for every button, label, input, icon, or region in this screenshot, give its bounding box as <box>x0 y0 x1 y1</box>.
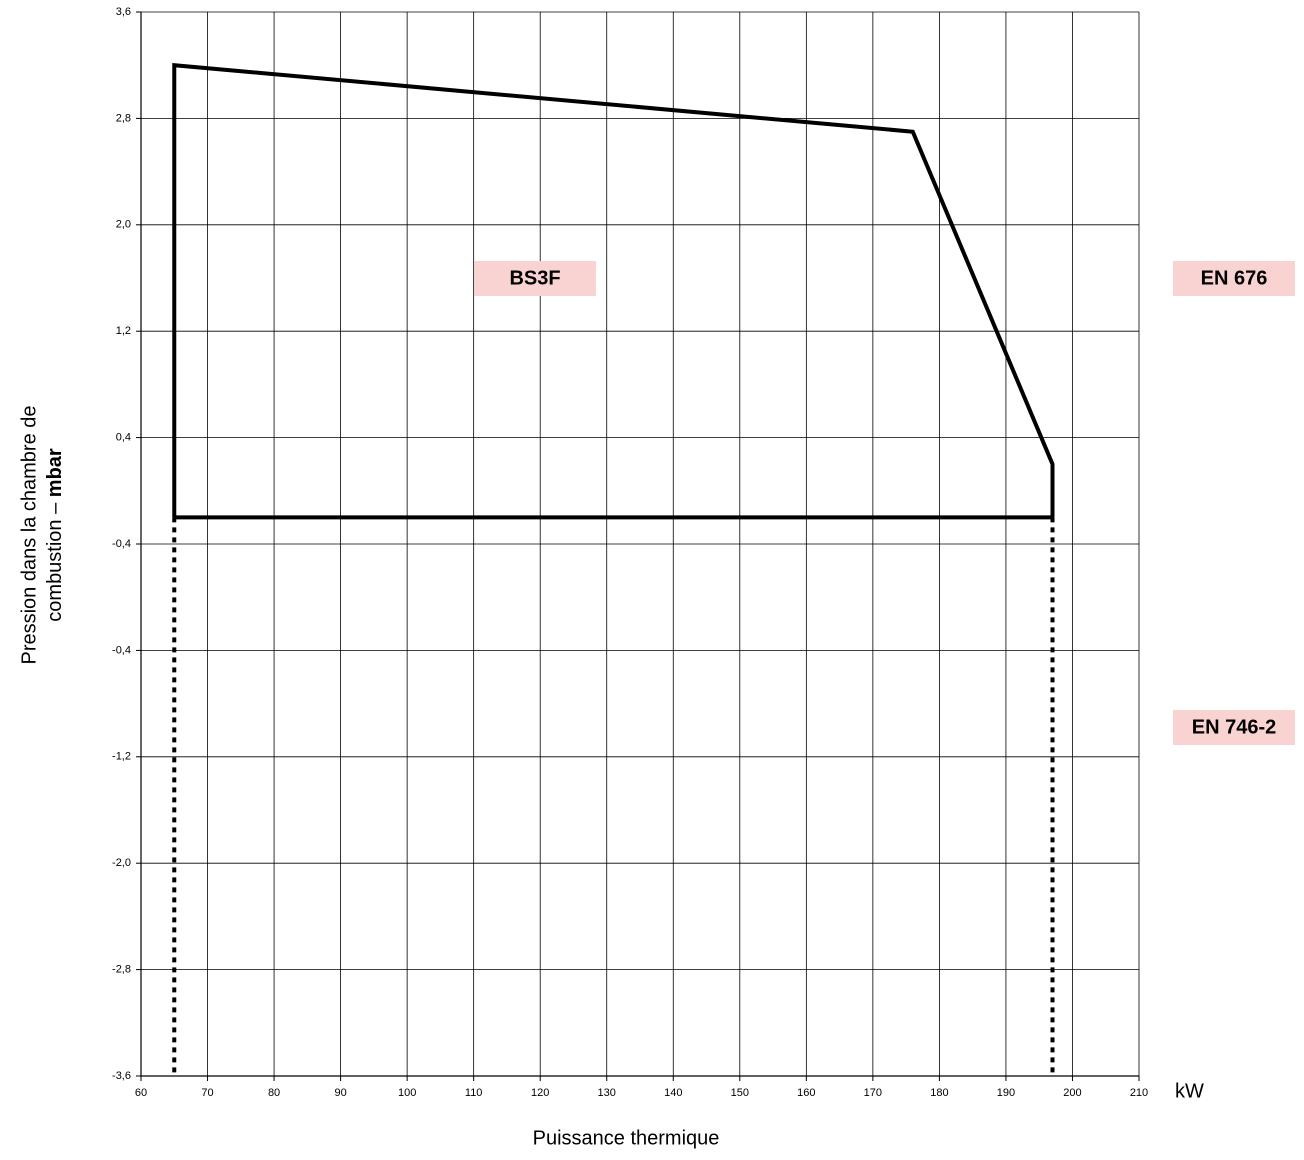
annotation: EN 676 <box>1201 267 1268 289</box>
y-tick-label: -1,2 <box>112 751 131 763</box>
x-tick-label: 130 <box>598 1087 616 1099</box>
x-tick-label: 80 <box>268 1087 280 1099</box>
annotation-box <box>474 261 596 296</box>
x-axis-unit: kW <box>1175 1080 1204 1102</box>
y-label-unit: mbar <box>44 448 66 497</box>
annotation-box <box>1173 261 1295 296</box>
x-tick-label: 110 <box>465 1087 483 1099</box>
x-axis-label: Puissance thermique <box>533 1127 720 1149</box>
x-tick-label: 100 <box>398 1087 416 1099</box>
data-line <box>172 63 1055 520</box>
annotation: BS3F <box>509 267 560 289</box>
x-tick-label: 120 <box>531 1087 549 1099</box>
y-tick-label: 2,8 <box>116 112 131 124</box>
x-tick-label: 150 <box>731 1087 749 1099</box>
y-label-line: combustion – mbar <box>44 448 66 622</box>
y-tick-label: -2,0 <box>112 857 131 869</box>
x-tick-label: 170 <box>864 1087 882 1099</box>
x-tick-label: 90 <box>334 1087 346 1099</box>
x-tick-label: 60 <box>135 1087 147 1099</box>
y-tick-label: 1,2 <box>116 325 131 337</box>
x-tick-label: 200 <box>1063 1087 1081 1099</box>
y-label-text: combustion – <box>44 502 66 622</box>
annotation-box <box>1173 710 1295 745</box>
annotation: EN 746-2 <box>1192 716 1277 738</box>
y-tick-label: 0,4 <box>116 432 131 444</box>
y-tick-label: -0,4 <box>112 538 131 550</box>
x-tick-label: 70 <box>201 1087 213 1099</box>
y-tick-label: 3,6 <box>116 6 131 18</box>
y-tick-label: -0,4 <box>112 644 131 656</box>
x-tick-label: 140 <box>664 1087 682 1099</box>
x-tick-label: 160 <box>797 1087 815 1099</box>
y-tick-label: -2,8 <box>112 964 131 976</box>
y-tick-label: 2,0 <box>116 219 131 231</box>
y-label-line: Pression dans la chambre de <box>18 405 40 664</box>
y-tick-label: -3,6 <box>112 1070 131 1082</box>
y-axis-label: Pression dans la chambre de combustion –… <box>18 405 66 664</box>
x-tick-label: 210 <box>1130 1087 1148 1099</box>
x-tick-label: 180 <box>930 1087 948 1099</box>
x-tick-label: 190 <box>997 1087 1015 1099</box>
